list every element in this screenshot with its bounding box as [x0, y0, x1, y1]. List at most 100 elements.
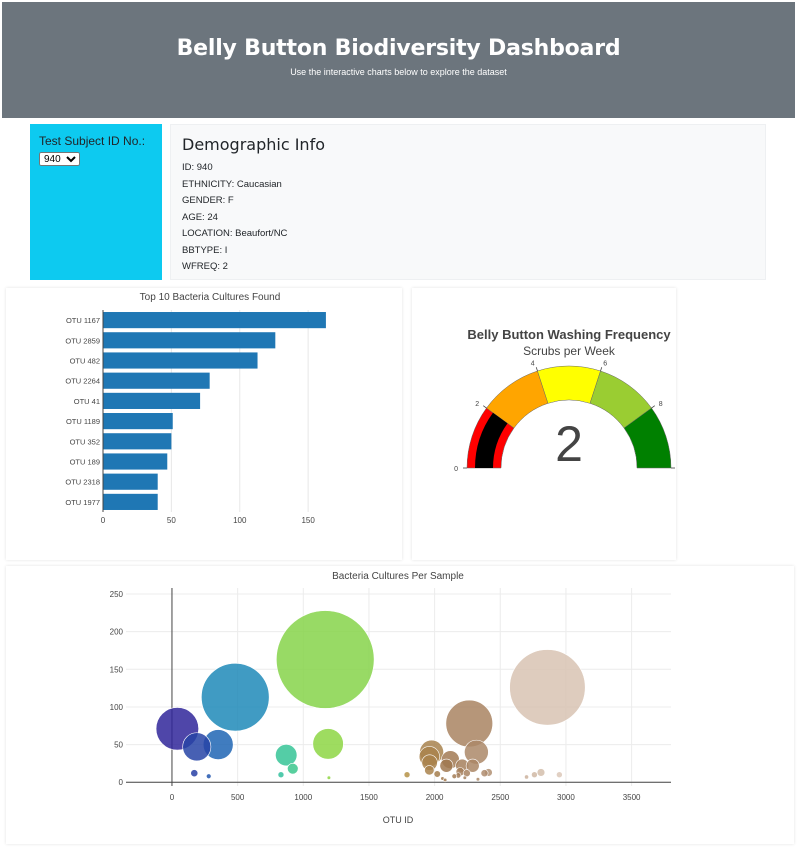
- bubble-x-tick-label: 1000: [294, 793, 312, 802]
- bubble-point: [465, 758, 480, 773]
- bar: [103, 453, 168, 470]
- bar-chart-title: Top 10 Bacteria Cultures Found: [140, 292, 281, 303]
- demo-row-gender: GENDER: F: [182, 195, 234, 206]
- bubble-point: [445, 699, 493, 748]
- bubble-point: [287, 762, 299, 775]
- bubble-point: [531, 771, 538, 779]
- bubble-chart-card: Bacteria Cultures Per Sample 0 50 100 150 200…: [6, 566, 794, 844]
- bubble-x-tick-label: 2000: [426, 793, 444, 802]
- bar-category-label: OTU 2318: [65, 478, 100, 487]
- gauge-tick: [651, 405, 655, 409]
- bubble-y-tick-label: 150: [110, 665, 124, 674]
- bar: [103, 332, 276, 349]
- bubble-point: [433, 770, 441, 778]
- bubble-point: [536, 768, 546, 777]
- bar: [103, 352, 258, 369]
- gauge-tick: [600, 367, 603, 372]
- bar: [103, 372, 210, 389]
- gauge-subtitle: Scrubs per Week: [523, 344, 616, 358]
- bubble-x-tick-label: 3500: [623, 793, 641, 802]
- demo-row-age: AGE: 24: [182, 211, 218, 223]
- bubble-point: [276, 610, 375, 709]
- gauge-value-label: 2: [555, 416, 583, 472]
- demographic-info-panel: Demographic Info ID: 940 ETHNICITY: Cauc…: [170, 124, 766, 280]
- gauge-tick-label: 0: [454, 466, 458, 473]
- bar-x-tick-label: 100: [233, 516, 247, 525]
- gauge-value-bar: [475, 412, 508, 468]
- bar: [103, 473, 158, 490]
- bar-category-label: OTU 1189: [66, 417, 100, 426]
- bar-category-label: OTU 2859: [65, 336, 100, 345]
- bar: [103, 413, 173, 430]
- bubble-point: [403, 771, 411, 779]
- bar: [103, 392, 201, 409]
- bubble-y-tick-label: 100: [110, 703, 124, 712]
- gauge-chart-card: Belly Button Washing Frequency Scrubs per…: [412, 288, 688, 560]
- bar-x-tick-label: 150: [301, 516, 315, 525]
- bar-category-label: OTU 2264: [65, 377, 100, 386]
- bubble-x-tick-label: 500: [231, 793, 245, 802]
- bar-x-tick-label: 50: [167, 516, 176, 525]
- bar-category-label: OTU 41: [74, 397, 100, 406]
- bar: [103, 312, 326, 329]
- bubble-point: [480, 769, 489, 778]
- bubble-chart[interactable]: Bacteria Cultures Per Sample 0 50 100 150 200…: [6, 566, 794, 844]
- gauge-title: Belly Button Washing Frequency: [467, 327, 671, 342]
- page-title: Belly Button Biodiversity Dashboard: [176, 36, 621, 61]
- bubble-point: [524, 774, 529, 780]
- bubble-point: [475, 777, 481, 782]
- bubble-y-tick-label: 0: [119, 778, 124, 787]
- subject-selector-label: Test Subject ID No.:: [39, 134, 146, 148]
- demographic-info-title: Demographic Info: [182, 135, 325, 154]
- bar: [103, 433, 172, 450]
- bubble-y-tick-label: 50: [114, 741, 123, 750]
- bar-category-label: OTU 1977: [65, 498, 100, 507]
- bubble-x-tick-label: 0: [170, 793, 175, 802]
- bubble-point: [462, 775, 467, 780]
- gauge-tick-label: 2: [475, 401, 479, 408]
- bubble-point: [556, 771, 563, 779]
- bar-chart[interactable]: Top 10 Bacteria Cultures Found 0 50 100 150 O…: [6, 288, 402, 560]
- gauge-chart[interactable]: Belly Button Washing Frequency Scrubs per…: [412, 288, 688, 560]
- gauge-tick: [483, 405, 487, 409]
- gauge-tick-label: 8: [659, 401, 663, 408]
- bar-category-label: OTU 189: [70, 458, 100, 467]
- gauge-band: [537, 365, 601, 404]
- bubble-point: [462, 769, 471, 778]
- subject-selector-panel: Test Subject ID No.: 940: [30, 124, 162, 280]
- bubble-point: [443, 777, 448, 783]
- bubble-x-tick-label: 3000: [557, 793, 575, 802]
- gauge-tick-label: 6: [603, 360, 607, 367]
- subject-id-dropdown[interactable]: 940: [39, 152, 80, 166]
- bar: [103, 493, 158, 510]
- bar-category-label: OTU 1167: [66, 316, 100, 325]
- bubble-x-tick-label: 1500: [360, 793, 378, 802]
- bubble-point: [182, 732, 212, 762]
- bubble-y-tick-label: 200: [110, 628, 124, 637]
- bubble-point: [275, 744, 298, 767]
- bubble-x-axis-title: OTU ID: [383, 815, 414, 825]
- bubble-chart-title: Bacteria Cultures Per Sample: [332, 571, 464, 582]
- bar-category-label: OTU 352: [70, 437, 100, 446]
- page-subtitle: Use the interactive charts below to expl…: [290, 67, 507, 77]
- bubble-point: [201, 662, 270, 732]
- bubble-point: [326, 775, 331, 780]
- bubble-point: [277, 771, 285, 779]
- bubble-point: [206, 773, 212, 779]
- bubble-y-tick-label: 250: [110, 590, 124, 599]
- bar-category-label: OTU 482: [70, 357, 100, 366]
- bubble-point: [509, 649, 586, 726]
- bubble-point: [312, 728, 344, 760]
- bubble-point: [451, 773, 458, 779]
- gauge-tick: [535, 367, 538, 372]
- demo-row-bbtype: BBTYPE: I: [182, 244, 228, 256]
- bubble-x-tick-label: 2500: [491, 793, 509, 802]
- gauge-tick-label: 4: [531, 360, 535, 367]
- bar-x-tick-label: 0: [101, 516, 106, 525]
- dashboard-header: Belly Button Biodiversity Dashboard Use …: [2, 2, 795, 118]
- bubble-point: [190, 769, 199, 778]
- gauge-band: [623, 407, 672, 469]
- demo-row-wfreq: WFREQ: 2: [182, 261, 228, 272]
- bar-chart-card: Top 10 Bacteria Cultures Found 0 50 100 150 O…: [6, 288, 402, 560]
- demo-row-ethnicity: ETHNICITY: Caucasian: [182, 178, 282, 190]
